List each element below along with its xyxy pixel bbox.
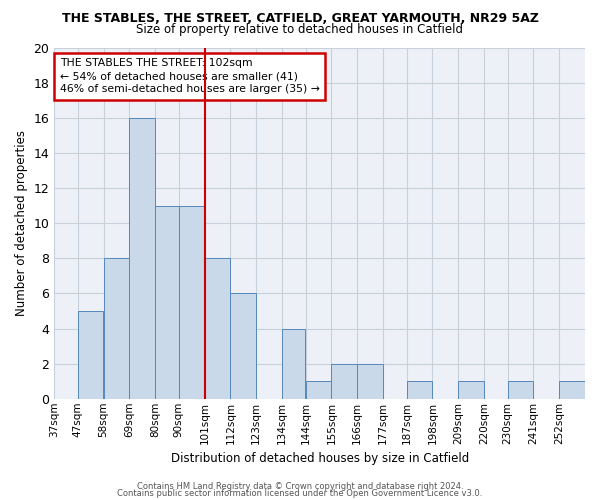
Bar [104, 258, 129, 399]
Bar [130, 118, 155, 399]
Y-axis label: Number of detached properties: Number of detached properties [15, 130, 28, 316]
Text: Contains HM Land Registry data © Crown copyright and database right 2024.: Contains HM Land Registry data © Crown c… [137, 482, 463, 491]
Bar [282, 328, 305, 399]
X-axis label: Distribution of detached houses by size in Catfield: Distribution of detached houses by size … [170, 452, 469, 465]
Bar [331, 364, 357, 399]
Text: Contains public sector information licensed under the Open Government Licence v3: Contains public sector information licen… [118, 489, 482, 498]
Bar [230, 294, 256, 399]
Bar [179, 206, 205, 399]
Bar [508, 381, 533, 399]
Bar [155, 206, 179, 399]
Text: THE STABLES, THE STREET, CATFIELD, GREAT YARMOUTH, NR29 5AZ: THE STABLES, THE STREET, CATFIELD, GREAT… [62, 12, 539, 26]
Bar [305, 381, 331, 399]
Bar [205, 258, 230, 399]
Text: Size of property relative to detached houses in Catfield: Size of property relative to detached ho… [137, 22, 464, 36]
Bar [458, 381, 484, 399]
Bar [407, 381, 432, 399]
Bar [78, 311, 103, 399]
Bar [559, 381, 585, 399]
Text: THE STABLES THE STREET: 102sqm
← 54% of detached houses are smaller (41)
46% of : THE STABLES THE STREET: 102sqm ← 54% of … [59, 58, 319, 94]
Bar [357, 364, 383, 399]
